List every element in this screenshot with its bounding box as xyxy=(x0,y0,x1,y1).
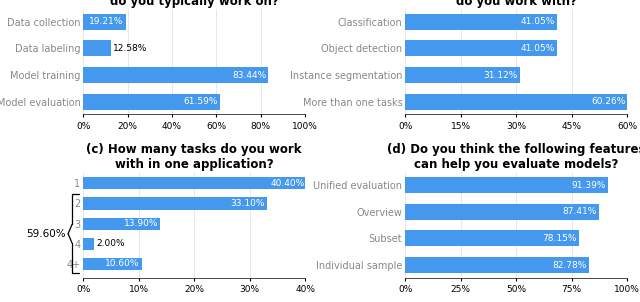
Bar xyxy=(83,258,142,270)
Bar xyxy=(405,257,589,273)
Text: 2.00%: 2.00% xyxy=(97,239,125,248)
Text: 31.12%: 31.12% xyxy=(484,71,518,79)
Text: 59.60%: 59.60% xyxy=(26,229,65,239)
Title: (c) How many tasks do you work
with in one application?: (c) How many tasks do you work with in o… xyxy=(86,143,302,171)
Bar xyxy=(405,67,520,83)
Text: 60.26%: 60.26% xyxy=(591,97,626,106)
Bar xyxy=(83,238,94,250)
Bar xyxy=(83,94,220,110)
Bar xyxy=(405,40,557,56)
Bar xyxy=(405,230,579,246)
Bar xyxy=(83,177,307,189)
Text: 13.90%: 13.90% xyxy=(124,219,158,228)
Bar xyxy=(83,67,268,83)
Text: 91.39%: 91.39% xyxy=(572,181,606,190)
Bar xyxy=(83,217,161,230)
Bar xyxy=(83,14,126,30)
Title: (d) Do you think the following features
can help you evaluate models?: (d) Do you think the following features … xyxy=(387,143,640,171)
Bar xyxy=(405,14,557,30)
Bar xyxy=(405,94,628,110)
Text: 12.58%: 12.58% xyxy=(113,44,148,53)
Text: 78.15%: 78.15% xyxy=(542,234,577,243)
Text: 40.40%: 40.40% xyxy=(271,179,305,188)
Text: 83.44%: 83.44% xyxy=(232,71,266,79)
Title: (a) What stage of machine learning
do you typically work on?: (a) What stage of machine learning do yo… xyxy=(76,0,312,8)
Text: 61.59%: 61.59% xyxy=(183,97,218,106)
Text: 87.41%: 87.41% xyxy=(563,207,597,216)
Text: 33.10%: 33.10% xyxy=(230,199,265,208)
Bar xyxy=(83,198,267,210)
Bar xyxy=(83,40,111,56)
Text: 41.05%: 41.05% xyxy=(520,17,555,26)
Bar xyxy=(405,177,608,193)
Text: 19.21%: 19.21% xyxy=(89,17,124,26)
Title: (b) What computer vision tasks
do you work with?: (b) What computer vision tasks do you wo… xyxy=(412,0,620,8)
Bar xyxy=(405,204,599,220)
Text: 10.60%: 10.60% xyxy=(106,259,140,268)
Text: 82.78%: 82.78% xyxy=(552,261,587,270)
Text: 41.05%: 41.05% xyxy=(520,44,555,53)
